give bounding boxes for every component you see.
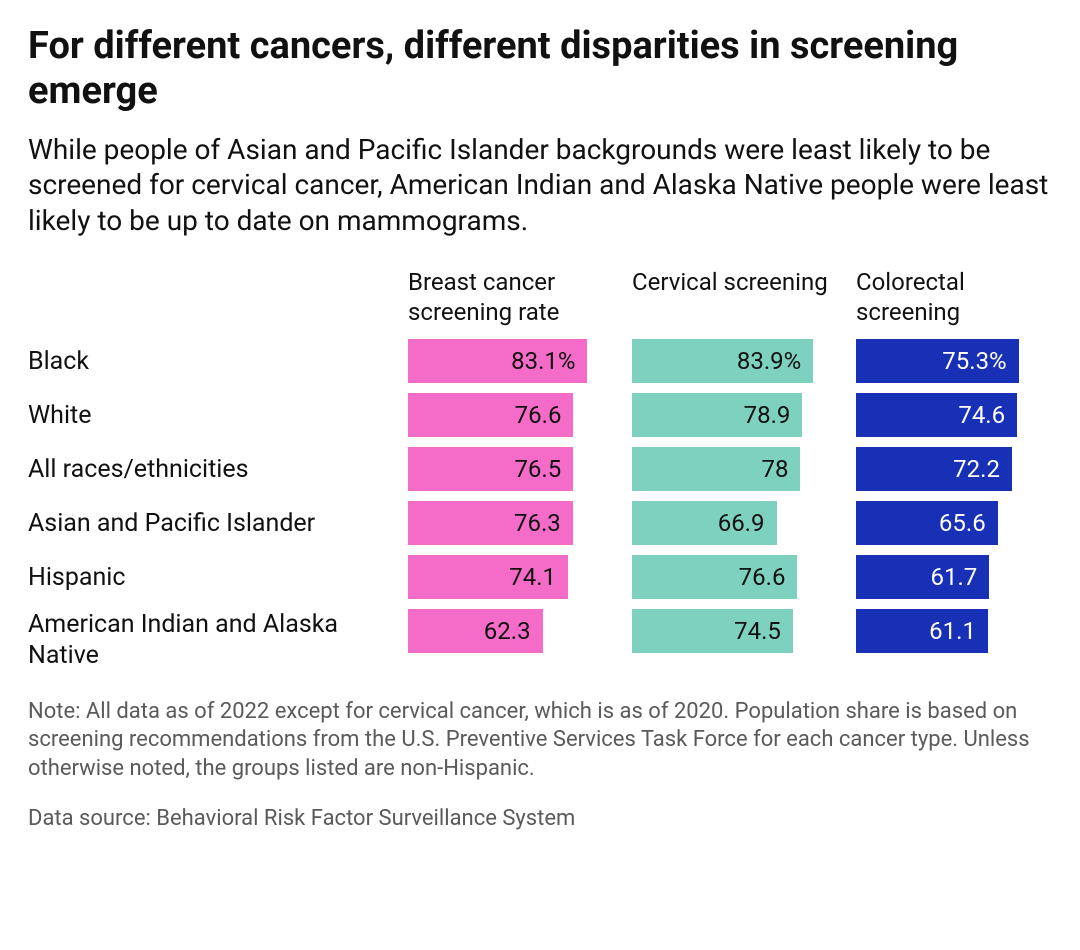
table-row: American Indian and Alaska Native 62.3 74.…: [28, 609, 1052, 672]
bar-cervical: 66.9: [632, 501, 777, 545]
bar-value-breast: 74.1: [509, 563, 556, 591]
bar-value-breast: 76.5: [514, 455, 561, 483]
bar-breast: 83.1%: [408, 339, 587, 383]
bar-cell-breast: 76.6: [408, 393, 624, 437]
bar-value-colorectal: 72.2: [953, 455, 1000, 483]
chart-title: For different cancers, different dispari…: [28, 24, 1052, 114]
column-header-colorectal: Colorectal screening: [856, 267, 1072, 331]
bar-cell-cervical: 78.9: [632, 393, 848, 437]
bar-value-cervical: 66.9: [718, 509, 765, 537]
chart-source: Data source: Behavioral Risk Factor Surv…: [28, 805, 1052, 834]
row-label: Black: [28, 339, 400, 383]
bar-value-colorectal: 75.3%: [942, 347, 1006, 375]
bar-breast: 76.6: [408, 393, 573, 437]
bar-value-cervical: 74.5: [734, 617, 781, 645]
bar-colorectal: 74.6: [856, 393, 1017, 437]
table-row: White 76.6 78.9 74.6: [28, 393, 1052, 437]
bar-value-cervical: 78: [761, 455, 788, 483]
bar-cell-colorectal: 74.6: [856, 393, 1072, 437]
row-label: Asian and Pacific Islander: [28, 501, 400, 545]
bar-value-breast: 62.3: [484, 617, 531, 645]
bar-colorectal: 75.3%: [856, 339, 1019, 383]
row-label: Hispanic: [28, 555, 400, 599]
bar-cell-colorectal: 72.2: [856, 447, 1072, 491]
bar-value-colorectal: 61.1: [929, 617, 976, 645]
bar-value-breast: 83.1%: [511, 347, 575, 375]
bar-cell-cervical: 76.6: [632, 555, 848, 599]
table-row: All races/ethnicities 76.5 78 72.2: [28, 447, 1052, 491]
table-row: Hispanic 74.1 76.6 61.7: [28, 555, 1052, 599]
bar-breast: 74.1: [408, 555, 568, 599]
bar-value-breast: 76.3: [514, 509, 561, 537]
bar-cell-colorectal: 65.6: [856, 501, 1072, 545]
bar-cell-colorectal: 61.7: [856, 555, 1072, 599]
bar-cervical: 78.9: [632, 393, 802, 437]
column-header-cervical: Cervical screening: [632, 267, 848, 331]
chart-note: Note: All data as of 2022 except for cer…: [28, 698, 1052, 784]
bar-breast: 62.3: [408, 609, 543, 653]
bar-cell-cervical: 78: [632, 447, 848, 491]
bar-value-colorectal: 65.6: [939, 509, 986, 537]
bar-value-breast: 76.6: [515, 401, 562, 429]
bar-value-colorectal: 74.6: [958, 401, 1005, 429]
bar-cervical: 78: [632, 447, 800, 491]
chart-subtitle: While people of Asian and Pacific Island…: [28, 132, 1052, 239]
bar-cervical: 74.5: [632, 609, 793, 653]
bar-cell-breast: 76.5: [408, 447, 624, 491]
screening-chart: Breast cancer screening rate Cervical sc…: [28, 267, 1052, 672]
bar-breast: 76.3: [408, 501, 573, 545]
bar-cell-colorectal: 75.3%: [856, 339, 1072, 383]
bar-value-cervical: 78.9: [744, 401, 791, 429]
bar-colorectal: 65.6: [856, 501, 998, 545]
bar-cell-breast: 62.3: [408, 609, 624, 653]
column-header-breast: Breast cancer screening rate: [408, 267, 624, 331]
bar-colorectal: 61.7: [856, 555, 989, 599]
bar-value-cervical: 83.9%: [737, 347, 801, 375]
bar-breast: 76.5: [408, 447, 573, 491]
bar-cell-cervical: 83.9%: [632, 339, 848, 383]
bar-cell-cervical: 74.5: [632, 609, 848, 653]
bar-value-cervical: 76.6: [739, 563, 786, 591]
bar-cell-breast: 83.1%: [408, 339, 624, 383]
table-row: Black 83.1% 83.9% 75.3%: [28, 339, 1052, 383]
row-label: American Indian and Alaska Native: [28, 609, 400, 672]
bar-cell-breast: 74.1: [408, 555, 624, 599]
chart-rows: Black 83.1% 83.9% 75.3% White 76.6 78.9 74.6 All…: [28, 339, 1052, 672]
table-row: Asian and Pacific Islander 76.3 66.9 65.6: [28, 501, 1052, 545]
row-label: All races/ethnicities: [28, 447, 400, 491]
row-label: White: [28, 393, 400, 437]
bar-cervical: 83.9%: [632, 339, 813, 383]
bar-cell-colorectal: 61.1: [856, 609, 1072, 653]
bar-cell-cervical: 66.9: [632, 501, 848, 545]
bar-colorectal: 61.1: [856, 609, 988, 653]
bar-value-colorectal: 61.7: [930, 563, 977, 591]
bar-cell-breast: 76.3: [408, 501, 624, 545]
bar-colorectal: 72.2: [856, 447, 1012, 491]
column-header-row: Breast cancer screening rate Cervical sc…: [28, 267, 1052, 331]
bar-cervical: 76.6: [632, 555, 797, 599]
